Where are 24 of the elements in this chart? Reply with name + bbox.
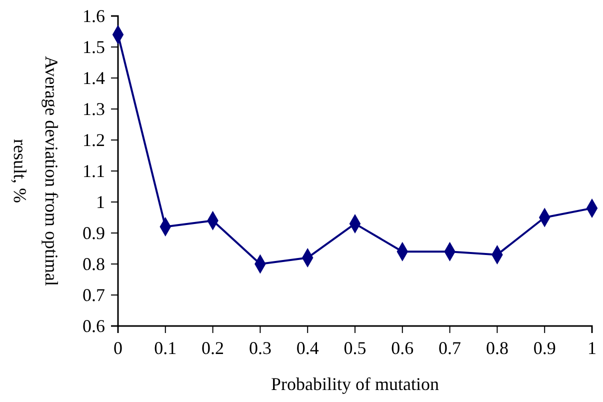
- y-tick-label: 1.1: [82, 160, 105, 181]
- x-tick-label: 0.1: [154, 338, 177, 358]
- y-tick-label: 0.8: [82, 254, 105, 274]
- y-axis-title: Average deviation from optimal result, %: [10, 56, 62, 286]
- x-tick-label: 0.9: [533, 338, 556, 358]
- x-tick-label: 1: [588, 338, 596, 358]
- x-tick-label: 0.5: [344, 338, 366, 358]
- x-tick-label: 0.7: [438, 338, 462, 358]
- y-tick-label: 0.7: [82, 284, 105, 305]
- x-tick-label: 0.4: [296, 338, 319, 358]
- y-tick-label: 0.6: [82, 316, 105, 336]
- y-tick-label: 1.2: [82, 130, 105, 150]
- y-tick-label: 1.3: [82, 98, 105, 119]
- x-tick-label: 0.2: [202, 338, 224, 358]
- y-tick-label: 1: [96, 192, 105, 212]
- y-tick-label: 1.5: [82, 36, 105, 57]
- y-tick-label: 0.9: [82, 222, 105, 243]
- y-tick-label: 1.4: [82, 68, 105, 88]
- x-axis-title: Probability of mutation: [271, 374, 439, 394]
- y-tick-label: 1.6: [82, 6, 105, 26]
- x-tick-label: 0.8: [486, 338, 508, 358]
- x-tick-label: 0: [114, 338, 122, 358]
- x-tick-label: 0.3: [248, 338, 272, 358]
- x-tick-label: 0.6: [391, 338, 414, 358]
